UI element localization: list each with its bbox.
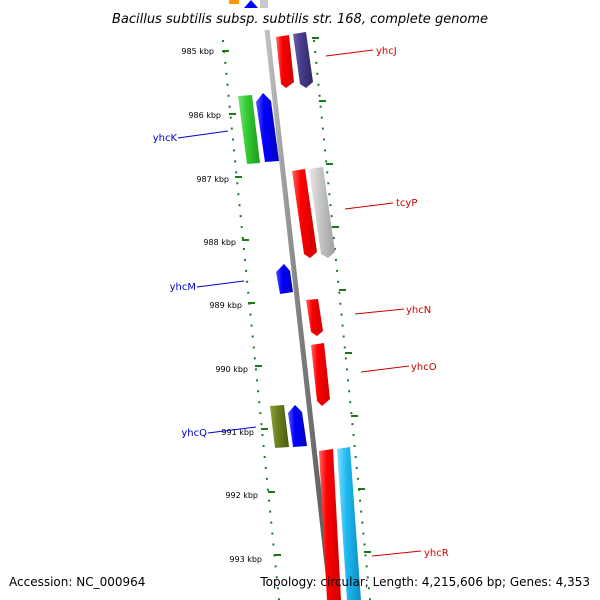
tick-label: 985 kbp [181,47,214,56]
gene-yhcP[interactable] [270,405,289,448]
gene-yhcR-b[interactable] [337,447,361,600]
tick-label: 989 kbp [209,301,242,310]
gene-label-yhcJ[interactable]: yhcJ [376,46,397,57]
tick-label: 988 kbp [203,238,236,247]
gene-yhcM[interactable] [276,264,293,294]
gene-top-grey[interactable] [260,0,268,8]
gene-label-yhcK[interactable]: yhcK [153,133,178,144]
gene-top-blue[interactable] [244,0,258,8]
major-ticks [222,37,371,556]
genome-summary-text: Topology: circular; Length: 4,215,606 bp… [259,575,590,589]
gene-label-tcyP[interactable]: tcyP [396,198,417,209]
gene-yhcQ[interactable] [288,405,307,447]
gene-yhcK[interactable] [256,93,279,162]
tick-label: 990 kbp [215,365,248,374]
gene-yhcO[interactable] [311,343,330,406]
reverse-strand-genes [238,93,307,448]
gene-label-yhcR[interactable]: yhcR [424,548,449,559]
forward-strand-genes [276,32,361,600]
gene-label-yhcM[interactable]: yhcM [170,282,196,293]
tick-label: 993 kbp [229,555,262,564]
gene-top-orange[interactable] [229,0,239,4]
tick-label: 986 kbp [188,111,221,120]
gene-label-yhcQ[interactable]: yhcQ [181,428,207,439]
map-title: Bacillus subtilis subsp. subtilis str. 1… [112,12,488,27]
tick-labels: 985 kbp 986 kbp 987 kbp 988 kbp 989 kbp … [181,47,262,564]
gene-label-yhcO[interactable]: yhcO [411,362,437,373]
gene-tcyO[interactable] [292,169,317,258]
gene-tcyP[interactable] [309,167,335,258]
gene-yhcR-a[interactable] [319,449,341,600]
tick-label: 991 kbp [221,428,254,437]
label-leaders [177,49,422,557]
tick-label: 992 kbp [225,491,258,500]
gene-yhcN[interactable] [306,299,323,336]
gene-yhcK-green[interactable] [238,95,260,164]
gene-yhcI[interactable] [276,35,294,88]
tick-label: 987 kbp [196,175,229,184]
genome-backbone [264,29,334,600]
gene-yhcJ[interactable] [293,32,313,88]
gene-label-yhcN[interactable]: yhcN [406,305,431,316]
accession-text: Accession: NC_000964 [9,575,145,589]
